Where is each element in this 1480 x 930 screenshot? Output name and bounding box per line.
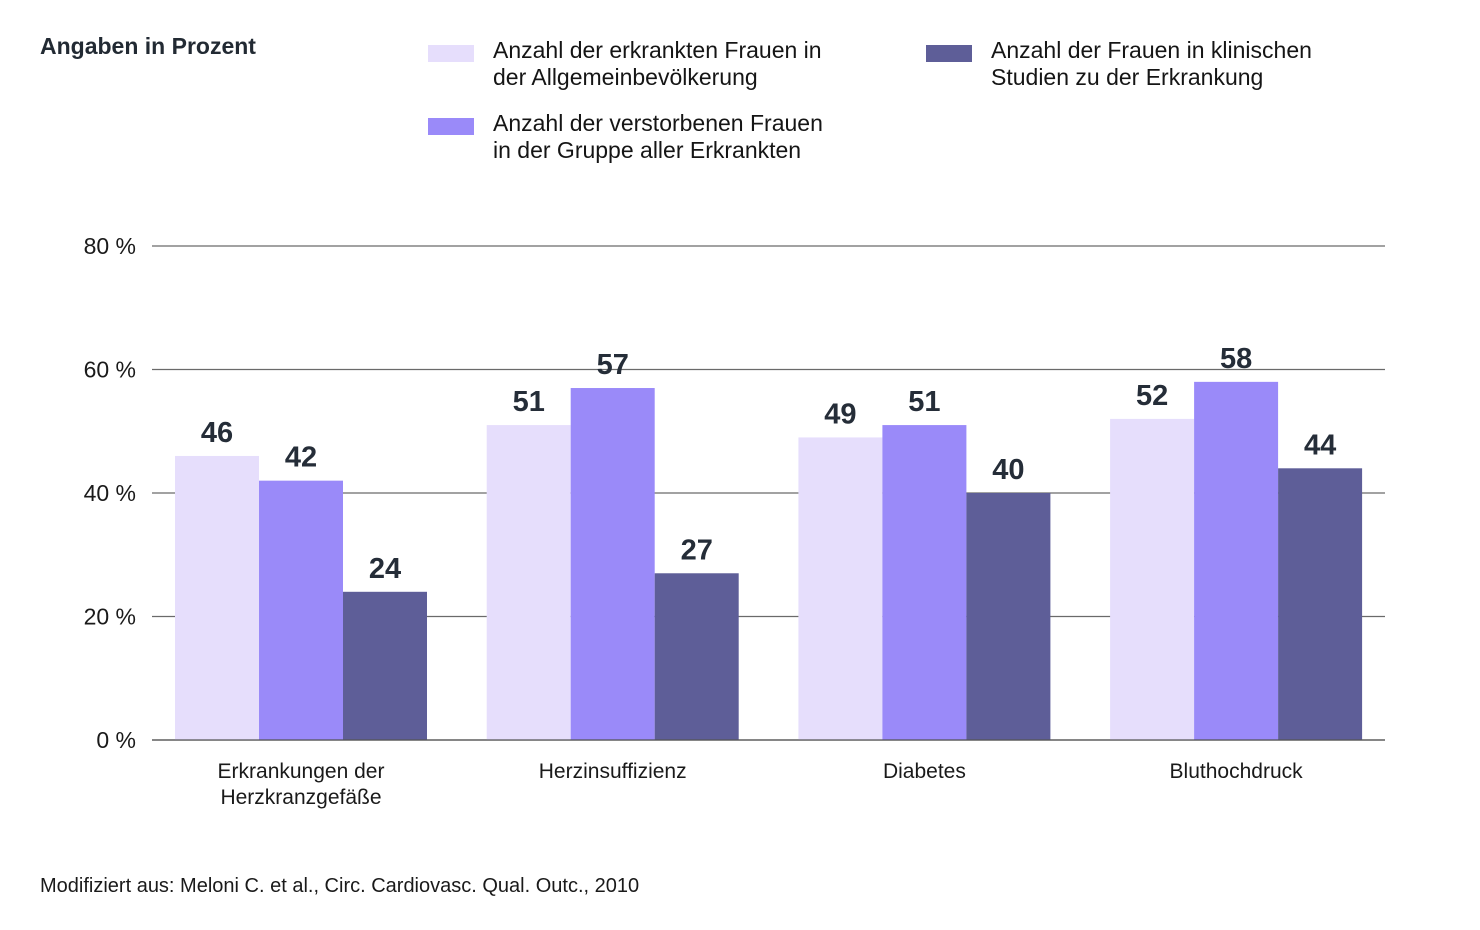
source-note: Modifiziert aus: Meloni C. et al., Circ.… bbox=[40, 875, 640, 897]
bar bbox=[1194, 381, 1279, 740]
x-tick-label: Diabetes bbox=[883, 760, 966, 783]
bar bbox=[343, 591, 427, 740]
bar bbox=[966, 493, 1051, 740]
value-label: 44 bbox=[1304, 429, 1336, 461]
bar bbox=[1278, 468, 1363, 740]
value-label: 40 bbox=[992, 454, 1024, 486]
bars bbox=[175, 381, 1363, 740]
bar bbox=[175, 455, 259, 740]
x-tick-label: Herzinsuffizienz bbox=[539, 760, 687, 783]
bar bbox=[570, 388, 655, 740]
value-label: 58 bbox=[1220, 343, 1252, 375]
y-tick-label: 60 % bbox=[84, 357, 136, 383]
bar bbox=[882, 425, 967, 740]
value-label: 57 bbox=[597, 349, 629, 381]
bar bbox=[486, 425, 571, 740]
legend-label: Anzahl der erkrankten Frauen in der Allg… bbox=[493, 37, 822, 90]
value-label: 24 bbox=[369, 553, 401, 585]
y-axis-ticks: 0 % 20 % 40 % 60 % 80 % bbox=[84, 233, 136, 753]
legend-item-general-population: Anzahl der erkrankten Frauen in der Allg… bbox=[428, 37, 822, 91]
x-tick-label: Bluthochdruck bbox=[1170, 760, 1304, 783]
y-tick-label: 80 % bbox=[84, 233, 136, 259]
legend-label: Anzahl der Frauen in klinischen Studien … bbox=[991, 37, 1312, 90]
x-tick-label: Erkrankungen der bbox=[218, 760, 385, 783]
legend-label: Anzahl der verstorbenen Frauen in der Gr… bbox=[493, 110, 823, 163]
unit-label: Angaben in Prozent bbox=[40, 33, 256, 59]
value-labels: 46 42 24 51 57 27 49 51 40 52 58 44 bbox=[201, 343, 1336, 585]
bar bbox=[1110, 418, 1195, 740]
x-axis-ticks: Erkrankungen der Herzkranzgefäße Herzinsuf… bbox=[152, 739, 1385, 809]
value-label: 42 bbox=[285, 442, 317, 474]
legend-swatch bbox=[428, 45, 474, 62]
value-label: 46 bbox=[201, 417, 233, 449]
legend-item-clinical-trials: Anzahl der Frauen in klinischen Studien … bbox=[926, 37, 1312, 91]
x-tick-label: Herzkranzgefäße bbox=[220, 786, 381, 809]
legend-swatch bbox=[428, 118, 474, 135]
y-tick-label: 0 % bbox=[96, 727, 136, 753]
legend-item-deceased: Anzahl der verstorbenen Frauen in der Gr… bbox=[428, 110, 823, 164]
y-tick-label: 40 % bbox=[84, 480, 136, 506]
value-label: 49 bbox=[824, 398, 856, 430]
value-label: 51 bbox=[908, 386, 940, 418]
legend-swatch bbox=[926, 45, 972, 62]
bar bbox=[654, 573, 739, 740]
bar bbox=[259, 480, 343, 740]
value-label: 52 bbox=[1136, 380, 1168, 412]
value-label: 27 bbox=[681, 534, 713, 566]
y-tick-label: 20 % bbox=[84, 604, 136, 630]
value-label: 51 bbox=[513, 386, 545, 418]
bar bbox=[798, 437, 883, 740]
